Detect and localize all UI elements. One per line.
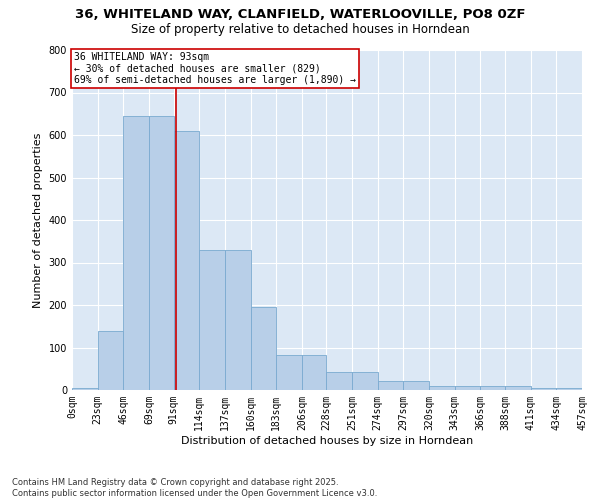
Bar xyxy=(352,372,378,390)
Text: Contains HM Land Registry data © Crown copyright and database right 2025.
Contai: Contains HM Land Registry data © Crown c… xyxy=(12,478,377,498)
Bar xyxy=(556,388,582,390)
Bar xyxy=(199,250,225,390)
Bar xyxy=(455,386,481,390)
Text: 36 WHITELAND WAY: 93sqm
← 30% of detached houses are smaller (829)
69% of semi-d: 36 WHITELAND WAY: 93sqm ← 30% of detache… xyxy=(74,52,356,86)
Bar xyxy=(429,386,455,390)
Bar xyxy=(124,116,149,390)
Bar xyxy=(481,386,505,390)
Bar xyxy=(149,116,173,390)
Bar xyxy=(505,386,530,390)
Bar xyxy=(326,372,352,390)
Y-axis label: Number of detached properties: Number of detached properties xyxy=(33,132,43,308)
Bar xyxy=(72,388,98,390)
Text: Size of property relative to detached houses in Horndean: Size of property relative to detached ho… xyxy=(131,22,469,36)
Bar xyxy=(276,355,302,390)
Bar xyxy=(225,250,251,390)
Bar xyxy=(251,307,276,390)
Text: 36, WHITELAND WAY, CLANFIELD, WATERLOOVILLE, PO8 0ZF: 36, WHITELAND WAY, CLANFIELD, WATERLOOVI… xyxy=(75,8,525,20)
Bar xyxy=(173,130,199,390)
Bar xyxy=(302,355,326,390)
Bar xyxy=(98,330,124,390)
Bar xyxy=(530,388,556,390)
X-axis label: Distribution of detached houses by size in Horndean: Distribution of detached houses by size … xyxy=(181,436,473,446)
Bar xyxy=(378,380,403,390)
Bar xyxy=(403,380,429,390)
